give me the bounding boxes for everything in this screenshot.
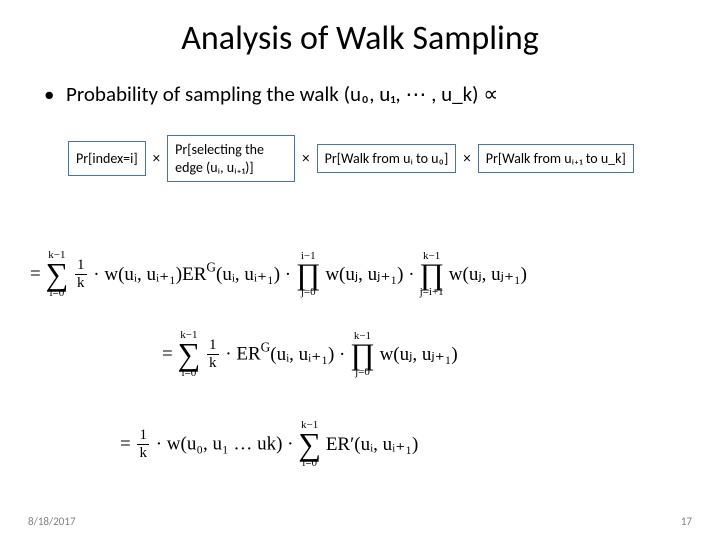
eq2-lead: = (162, 344, 177, 365)
sigma-icon: ∑ (45, 261, 68, 288)
bullet-line: •Probability of sampling the walk (u₀, u… (0, 81, 720, 107)
eq1-mid2: (uᵢ, uᵢ₊₁) · (216, 264, 296, 285)
eq3-mid1: · w(u₀, u₁ … uk) · (156, 434, 299, 455)
slide: Analysis of Walk Sampling •Probability o… (0, 0, 720, 540)
sigma-icon: ∑ (177, 341, 200, 368)
eq3-frac: 1 k (137, 428, 149, 461)
equation-1: = k−1 ∑ i=0 1 k · w(uᵢ, uᵢ₊₁)ERG(uᵢ, uᵢ₊… (30, 250, 527, 299)
eq2-sum: k−1 ∑ i=0 (177, 330, 200, 379)
mult-1: × (153, 150, 160, 168)
eq1-prod2: k−1 ∏ j=i+1 (419, 251, 444, 299)
eq2-frac-den: k (207, 355, 219, 371)
eq1-sum: k−1 ∑ i=0 (45, 250, 68, 299)
eq3-tail: ER′(uᵢ, uᵢ₊₁) (326, 434, 418, 455)
eq3-sum: k−1 ∑ i=0 (298, 420, 321, 469)
equation-3: = 1 k · w(u₀, u₁ … uk) · k−1 ∑ i=0 ER′(u… (120, 420, 418, 469)
eq1-prod1-body: w(uⱼ, uⱼ₊₁) · (325, 264, 419, 285)
eq2-sup: G (261, 340, 271, 355)
footer-date: 8/18/2017 (28, 515, 76, 528)
eq3-frac-num: 1 (137, 428, 149, 445)
sigma-icon: ∑ (298, 431, 321, 458)
eq1-sup: G (206, 260, 216, 275)
eq1-lead: = (30, 264, 45, 285)
pi-icon: ∏ (350, 342, 375, 368)
equation-2: = k−1 ∑ i=0 1 k · ERG(uᵢ, uᵢ₊₁) · k−1 ∏ … (162, 330, 458, 379)
mult-2: × (302, 150, 309, 168)
footer-page: 17 (681, 515, 692, 528)
eq1-prod2-bot: j=i+1 (419, 287, 444, 298)
term-pr-walk-back: Pr[Walk from uᵢ to u₀] (317, 144, 457, 174)
bullet-dot: • (44, 81, 66, 107)
term-pr-edge: Pr[selecting the edge (uᵢ, uᵢ₊₁)] (167, 135, 295, 182)
eq1-prod2-body: w(uⱼ, uⱼ₊₁) (449, 264, 527, 285)
eq2-frac: 1 k (207, 338, 219, 371)
eq2-prod-body: w(uⱼ, uⱼ₊₁) (380, 344, 458, 365)
eq1-mid1: · w(uᵢ, uᵢ₊₁)ER (93, 264, 206, 285)
mult-3: × (463, 150, 470, 168)
eq3-lead: = (120, 434, 135, 455)
eq1-frac-num: 1 (75, 258, 87, 275)
eq2-mid1: · ER (225, 344, 260, 365)
pi-icon: ∏ (296, 262, 321, 288)
eq2-frac-num: 1 (207, 338, 219, 355)
term-pr-index: Pr[index=i] (68, 141, 146, 177)
eq2-mid2: (uᵢ, uᵢ₊₁) · (270, 344, 350, 365)
term-pr-walk-fwd: Pr[Walk from uᵢ₊₁ to u_k] (478, 144, 634, 174)
eq2-prod: k−1 ∏ j=0 (350, 331, 375, 379)
bullet-text: Probability of sampling the walk (u₀, u₁… (66, 81, 498, 107)
term-row: Pr[index=i] × Pr[selecting the edge (uᵢ,… (0, 135, 720, 182)
slide-title: Analysis of Walk Sampling (0, 0, 720, 59)
pi-icon: ∏ (419, 262, 444, 288)
eq1-prod1: i−1 ∏ j=0 (296, 251, 321, 299)
eq3-frac-den: k (137, 445, 149, 461)
eq1-frac-den: k (75, 275, 87, 291)
eq1-frac: 1 k (75, 258, 87, 291)
